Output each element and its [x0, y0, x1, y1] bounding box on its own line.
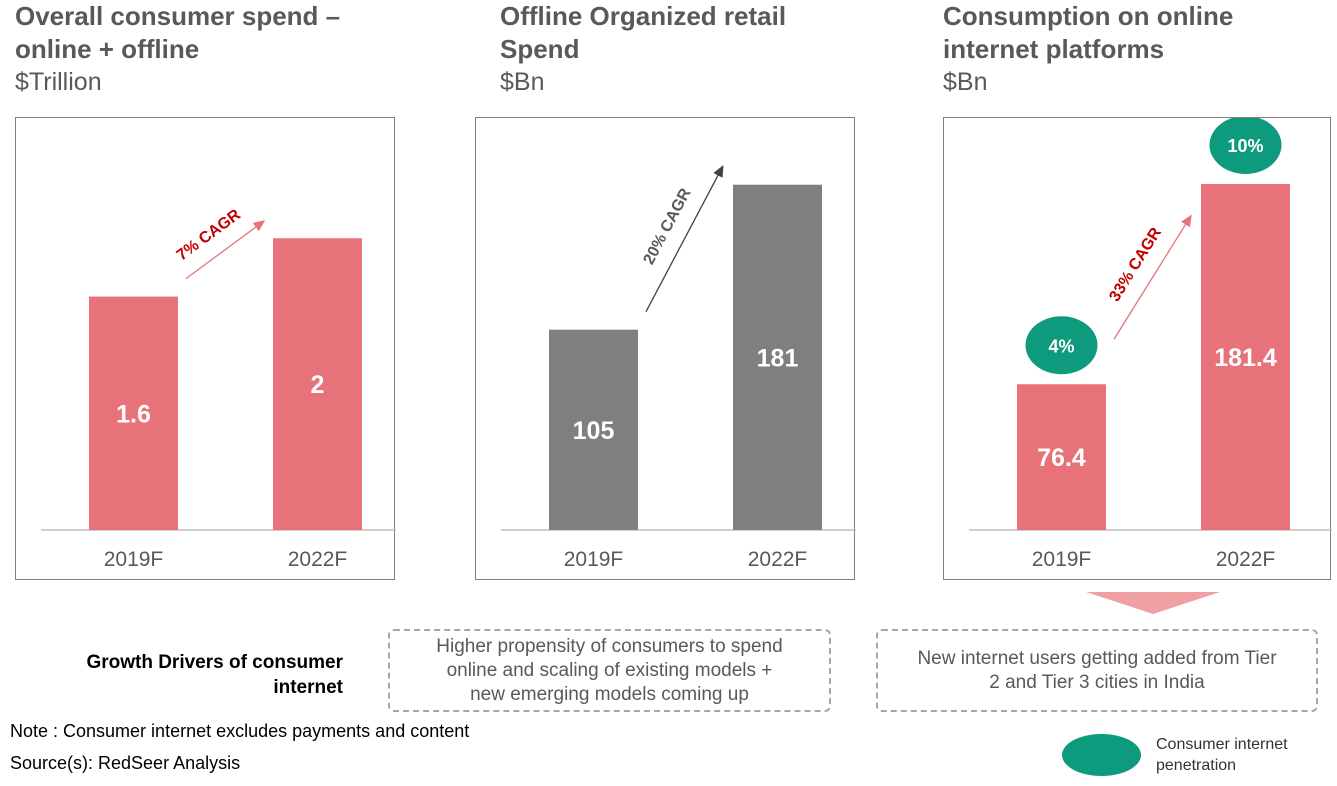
bar-2022F [733, 184, 822, 530]
growth-driver-box-online: New internet users getting added from Ti… [876, 629, 1318, 712]
bar-chart: 76.4 2019F 4% 181.4 2022F 10% 33% CAGR [969, 118, 1332, 571]
label-line: Growth Drivers of consumer [86, 652, 343, 673]
chart-title-offline-retail: Offline Organized retail Spend $Bn [500, 0, 786, 99]
bar-2019F [89, 296, 178, 530]
x-tick-label: 2022F [288, 548, 348, 571]
down-arrow-icon [1086, 592, 1220, 614]
growth-drivers-label: Growth Drivers of consumer internet [30, 650, 343, 700]
chart-panel-overall-spend: 1.6 2019F 2 2022F 7% CAGR [15, 117, 396, 580]
chart-title-online-consumption: Consumption on online internet platforms… [943, 0, 1233, 99]
legend-penetration-label: Consumer internet penetration [1156, 734, 1288, 776]
x-tick-label: 2019F [104, 548, 164, 571]
bar-2019F [1017, 384, 1106, 530]
legend-line: penetration [1156, 757, 1237, 774]
x-tick-label: 2019F [564, 548, 624, 571]
unit-label: $Trillion [15, 68, 102, 96]
data-label: 105 [573, 417, 615, 445]
penetration-label: 10% [1227, 136, 1263, 156]
data-label: 181.4 [1214, 344, 1277, 372]
x-tick-label: 2022F [748, 548, 808, 571]
x-tick-label: 2022F [1216, 548, 1276, 571]
bar-2022F [1201, 183, 1290, 530]
data-label: 181 [757, 344, 799, 372]
growth-driver-box-offline: Higher propensity of consumers to spend … [388, 629, 831, 712]
title-line: Spend [500, 34, 580, 64]
label-line: internet [273, 677, 343, 698]
penetration-marker [1025, 316, 1098, 375]
title-line: Offline Organized retail [500, 1, 787, 31]
chart-title-overall-spend: Overall consumer spend – online + offlin… [15, 0, 340, 99]
bar-2022F [273, 238, 362, 530]
data-label: 2 [311, 371, 325, 399]
data-label: 1.6 [116, 400, 151, 428]
penetration-marker [1209, 118, 1282, 174]
bar-2019F [549, 329, 638, 530]
chart-panel-online-consumption: 76.4 2019F 4% 181.4 2022F 10% 33% CAGR [943, 117, 1332, 580]
footnote: Note : Consumer internet excludes paymen… [10, 721, 470, 741]
bar-chart: 1.6 2019F 2 2022F 7% CAGR [41, 206, 396, 571]
title-line: Consumption on online [943, 1, 1234, 31]
title-line: online + offline [15, 34, 200, 64]
text-line: Higher propensity of consumers to spend [436, 635, 783, 657]
text-line: new emerging models coming up [470, 683, 749, 705]
source-note: Source(s): RedSeer Analysis [10, 753, 241, 773]
bar-chart: 105 2019F 181 2022F 20% CAGR [501, 165, 856, 571]
title-line: Overall consumer spend – [15, 1, 341, 31]
title-line: internet platforms [943, 34, 1165, 64]
unit-label: $Bn [943, 68, 988, 96]
chart-panel-offline-retail: 105 2019F 181 2022F 20% CAGR [475, 117, 856, 580]
cagr-arrow [645, 165, 724, 312]
text-line: online and scaling of existing models + [446, 659, 773, 681]
text-line: New internet users getting added from Ti… [917, 647, 1277, 669]
cagr-arrow [185, 220, 266, 280]
legend-penetration-marker [1062, 734, 1141, 776]
legend-line: Consumer internet [1156, 736, 1288, 753]
cagr-label: 7% CAGR [174, 206, 245, 264]
unit-label: $Bn [500, 68, 545, 96]
cagr-label: 20% CAGR [640, 185, 694, 267]
cagr-label: 33% CAGR [1106, 224, 1165, 304]
data-label: 76.4 [1037, 444, 1086, 472]
cagr-arrow [1113, 214, 1192, 340]
x-tick-label: 2019F [1032, 548, 1092, 571]
text-line: 2 and Tier 3 cities in India [989, 671, 1205, 693]
penetration-label: 4% [1048, 336, 1074, 356]
